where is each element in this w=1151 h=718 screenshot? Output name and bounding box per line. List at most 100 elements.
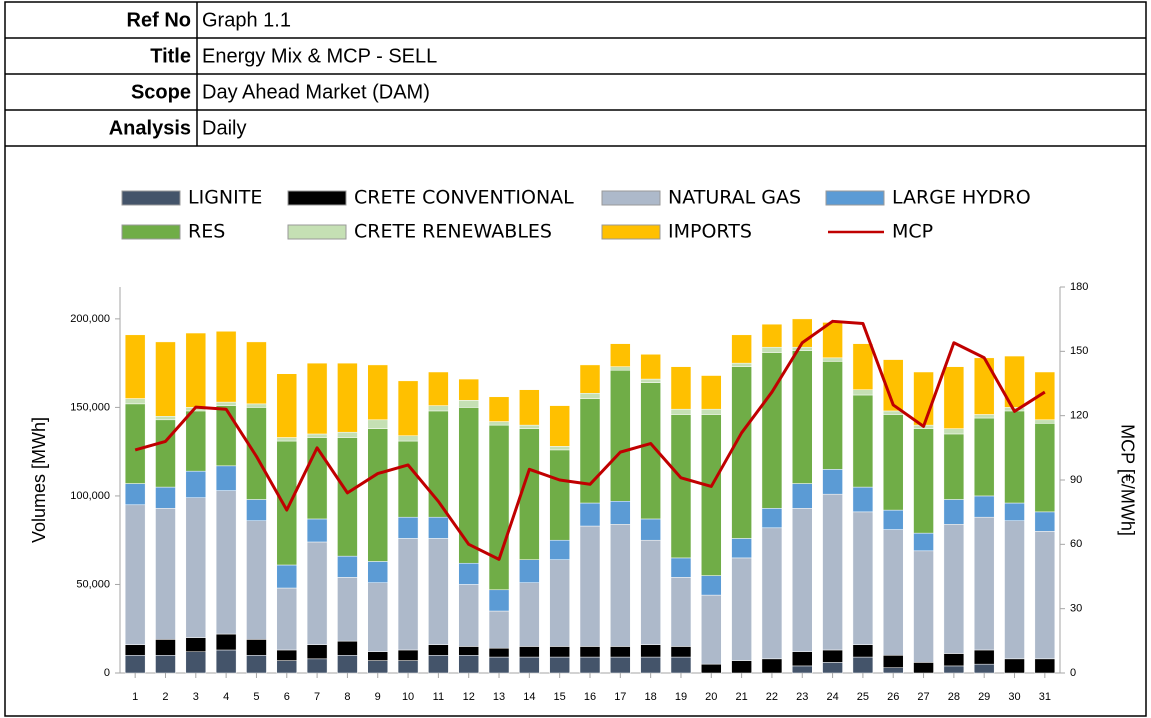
bar-segment [973, 649, 995, 665]
y2-tick-label: 30 [1070, 603, 1082, 615]
bar-segment [610, 369, 631, 502]
bar-segment [701, 408, 722, 415]
x-tick-label: 25 [857, 691, 869, 703]
bar-segment [792, 483, 813, 509]
bar-segment [670, 414, 692, 559]
bar-segment [124, 334, 146, 399]
bar-segment [852, 394, 874, 488]
bar-segment [670, 646, 692, 658]
bar-segment [822, 662, 843, 674]
bar-segment [610, 366, 631, 371]
bar-segment [519, 424, 540, 429]
x-tick-label: 21 [735, 691, 747, 703]
bar-segment [882, 414, 904, 511]
bar-segment [852, 656, 874, 674]
bar-segment [670, 366, 692, 410]
bar-segment [1004, 410, 1025, 504]
bar-segment [1034, 658, 1056, 674]
x-tick-label: 13 [493, 691, 505, 703]
header-value: Graph 1.1 [202, 9, 291, 31]
legend-swatch [121, 190, 181, 206]
bar-segment [731, 557, 752, 661]
bar-segment [640, 518, 661, 541]
y-tick-label: 200,000 [70, 313, 110, 325]
bar-segment [640, 354, 661, 380]
bar-segment [458, 407, 479, 564]
bar-segment [731, 660, 752, 674]
bar-segment [337, 431, 358, 438]
bar-segment [215, 490, 237, 635]
bar-segment [155, 419, 176, 488]
legend-swatch [601, 224, 661, 240]
bar-segment [276, 437, 298, 442]
bar-segment [185, 651, 207, 674]
bar-segment [276, 564, 298, 589]
bar-segment [761, 508, 783, 529]
bar-segment [276, 373, 298, 438]
bar-segment [822, 361, 843, 470]
bar-segment [306, 541, 328, 645]
bar-segment [579, 398, 601, 504]
bar-segment [943, 653, 965, 667]
bar-segment [670, 557, 692, 578]
bar-segment [670, 408, 692, 415]
bar-segment [458, 655, 479, 674]
bar-segment [246, 655, 267, 674]
bar-segment [306, 433, 328, 438]
bar-segment [549, 656, 570, 674]
bar-segment [792, 508, 813, 653]
bar-segment [276, 440, 298, 566]
bar-segment [761, 346, 783, 353]
bar-segment [579, 646, 601, 658]
bar-segment [852, 486, 874, 513]
header-label: Analysis [109, 117, 191, 139]
bar-segment [882, 667, 904, 674]
bar-segment [973, 516, 995, 651]
header-value: Energy Mix & MCP - SELL [202, 45, 437, 67]
x-tick-label: 4 [223, 691, 229, 703]
bar-segment [670, 577, 692, 647]
bar-segment [488, 421, 510, 426]
bar-segment [640, 378, 661, 383]
x-tick-label: 22 [766, 691, 778, 703]
bar-segment [185, 332, 207, 408]
bar-segment [367, 364, 388, 421]
bar-segment [215, 465, 237, 491]
bar-segment [1034, 423, 1056, 513]
bar-segment [215, 401, 237, 406]
bar-segment [882, 655, 904, 668]
bar-segment [367, 660, 388, 674]
bar-segment [1034, 511, 1056, 532]
bar-segment [1004, 520, 1025, 660]
bar-segment [488, 647, 510, 658]
bar-segment [306, 644, 328, 660]
bar-segment [124, 483, 146, 506]
x-tick-label: 8 [344, 691, 350, 703]
bar-segment [397, 649, 419, 661]
x-tick-label: 11 [433, 691, 444, 703]
bar-segment [428, 371, 449, 406]
bar-segment [761, 658, 783, 674]
bar-segment [943, 433, 965, 500]
legend-label: LARGE HYDRO [892, 187, 1031, 209]
bar-segment [943, 524, 965, 654]
bar-segment [913, 371, 934, 426]
bar-segment [367, 428, 388, 562]
x-tick-label: 20 [705, 691, 717, 703]
bar-segment [124, 644, 146, 656]
bar-segment [397, 660, 419, 674]
y2-tick-label: 180 [1070, 281, 1088, 293]
x-tick-label: 7 [314, 691, 320, 703]
bar-segment [549, 446, 570, 451]
bar-segment [822, 493, 843, 651]
bar-segment [579, 392, 601, 399]
bar-segment [428, 516, 449, 539]
x-tick-label: 16 [584, 691, 596, 703]
bar-segment [549, 559, 570, 647]
bar-segment [397, 516, 419, 539]
bar-segment [155, 508, 176, 640]
bar-segment [488, 396, 510, 422]
bar-segment [913, 662, 934, 674]
legend-label: RES [188, 221, 225, 243]
